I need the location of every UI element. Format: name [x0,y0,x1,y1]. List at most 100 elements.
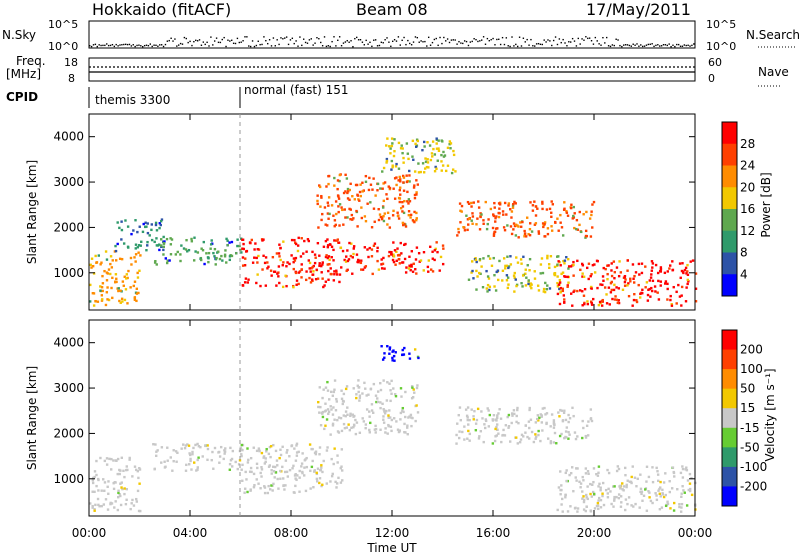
nsky-point [213,40,216,42]
echo-cell [101,298,104,301]
nsky-point [528,44,530,46]
echo-cell [563,262,566,265]
echo-cell [495,416,499,419]
echo-cell [598,300,602,304]
echo-cell [368,176,371,180]
echo-cell [613,497,616,501]
nsky-point [157,45,159,47]
echo-cell [320,271,323,274]
echo-cell [372,244,376,247]
echo-cell [311,447,314,451]
echo-cell [176,250,179,254]
echo-cell [397,179,400,182]
echo-cell [561,510,564,513]
nsky-point [524,41,526,43]
echo-cell [471,269,474,273]
echo-cell [285,470,289,474]
nsky-point [465,40,468,43]
x-tick-label: 08:00 [274,526,309,540]
echo-cell [226,239,229,242]
echo-cell [569,206,573,210]
echo-cell [376,259,379,263]
nsky-point [427,36,430,39]
echo-cell [590,210,593,213]
echo-cell [311,265,314,269]
echo-cell [388,186,392,190]
echo-cell [389,389,392,392]
echo-cell [150,238,154,242]
echo-cell [129,286,132,289]
echo-cell [636,477,639,481]
echo-cell [397,217,401,220]
echo-cell [546,232,550,236]
nsky-point [458,40,460,43]
echo-cell [327,255,331,258]
echo-cell [530,286,533,290]
echo-cell [341,249,345,253]
echo-cell [389,152,392,155]
echo-cell [105,258,109,261]
echo-cell [590,303,594,306]
echo-cell [218,257,222,261]
echo-cell [213,247,217,251]
echo-cell [336,482,339,485]
echo-cell [100,261,103,264]
echo-cell [436,159,439,162]
echo-cell [496,428,499,431]
nsky-point [583,39,585,41]
echo-cell [615,298,619,301]
echo-cell [269,455,272,459]
echo-cell [263,491,267,495]
echo-cell [321,415,325,419]
nsky-tick-top: 10^5 [48,18,78,31]
echo-cell [286,448,289,452]
echo-cell [493,273,496,277]
echo-cell [576,510,579,513]
echo-cell [590,419,594,423]
echo-cell [473,409,476,413]
echo-cell [387,416,390,419]
echo-cell [109,262,112,266]
colorbar-tick-label: 200 [740,343,763,357]
nsky-point [376,45,379,47]
echo-cell [264,460,267,464]
echo-cell [564,430,568,433]
nsky-point [594,36,597,39]
nsky-point [268,39,271,41]
echo-cell [684,468,687,471]
echo-cell [346,191,349,195]
echo-cell [278,255,281,258]
colorbar-swatch [722,330,737,351]
echo-cell [415,246,419,249]
echo-cell [506,415,509,419]
nsky-point [274,45,276,47]
nsky-point [541,43,544,46]
echo-cell [583,287,587,291]
echo-cell [174,450,178,453]
echo-cell [408,169,411,173]
nsky-point [172,40,174,42]
echo-cell [666,298,669,301]
echo-cell [514,278,517,281]
echo-cell [135,299,138,303]
echo-cell [376,189,379,192]
echo-cell [367,255,370,259]
echo-cell [386,197,389,201]
echo-cell [414,419,417,423]
echo-cell [454,170,457,173]
echo-cell [510,210,514,213]
nsky-point [469,41,472,43]
echo-cell [470,219,473,222]
echo-cell [633,476,637,479]
echo-cell [660,506,664,509]
echo-cell [596,474,600,477]
echo-cell [683,491,686,494]
echo-cell [99,289,102,292]
echo-cell [308,267,311,270]
echo-cell [584,229,588,233]
echo-cell [100,294,104,297]
echo-cell [425,165,429,169]
nsky-point [433,38,436,41]
echo-cell [584,467,588,470]
